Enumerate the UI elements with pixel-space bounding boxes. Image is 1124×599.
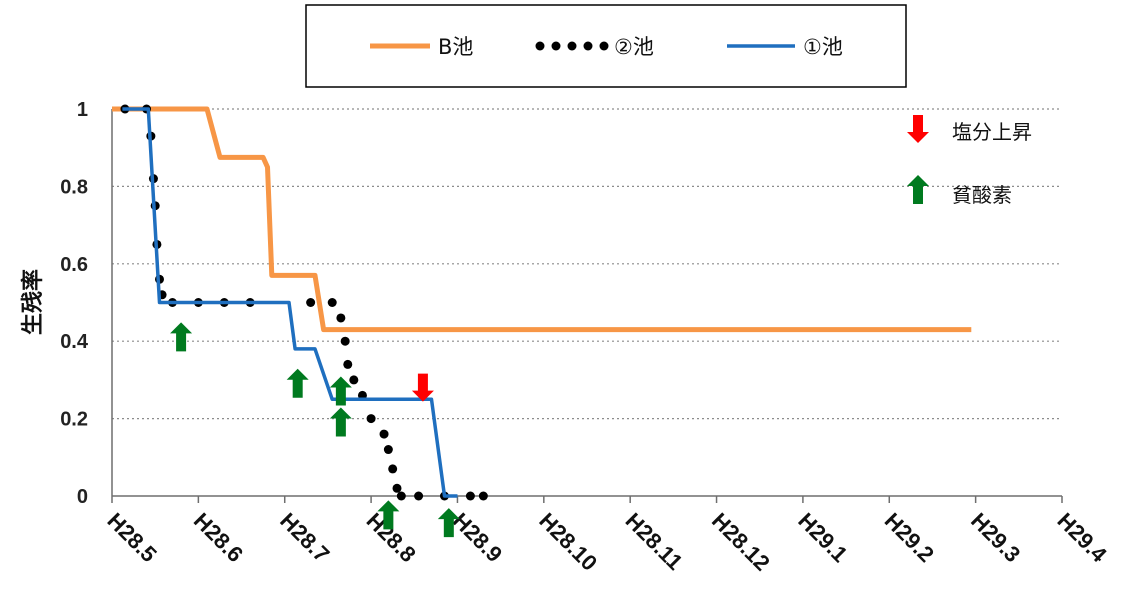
salinity-rise-legend-icon: [907, 115, 929, 143]
series-point-pond2: [383, 445, 393, 455]
legend-label: ②池: [614, 35, 654, 59]
low-oxygen-legend-icon: [907, 175, 929, 204]
x-tick-label: H28.5: [102, 508, 161, 567]
x-tick-label: H28.6: [189, 508, 248, 567]
y-tick-label: 0.4: [60, 331, 89, 353]
salinity-rise-arrow-icon: [411, 373, 434, 402]
series-point-pond2: [349, 375, 359, 385]
x-tick-label: H28.12: [707, 508, 775, 576]
y-tick-label: 0.6: [60, 254, 88, 276]
legend-swatch-dot: [599, 41, 609, 51]
series-point-pond2: [465, 491, 475, 501]
x-tick-label: H29.1: [793, 508, 852, 567]
low-oxygen-arrow-icon: [437, 508, 460, 538]
legend-swatch-dot: [583, 41, 593, 51]
x-tick-label: H29.4: [1052, 508, 1112, 568]
y-axis-label: 生残率: [20, 269, 46, 335]
series-point-pond2: [327, 298, 337, 307]
y-tick-labels: 0 0.2 0.4 0.6 0.8 1: [60, 99, 89, 508]
data-series: [112, 104, 972, 501]
series-point-pond2: [388, 464, 398, 474]
low-oxygen-arrow-icon: [286, 368, 309, 398]
series-line-pond-b: [112, 106, 972, 333]
series-point-pond2: [396, 491, 406, 501]
legend-swatch-dot: [535, 41, 545, 51]
series-point-pond2: [392, 483, 402, 493]
x-tick-label: H29.2: [880, 508, 939, 567]
series-point-pond2: [336, 313, 346, 323]
salinity-rise-legend-label: 塩分上昇: [952, 120, 1032, 144]
y-tick-label: 0: [77, 486, 88, 508]
series-point-pond2: [343, 359, 353, 369]
x-tick-label: H28.10: [534, 508, 602, 576]
x-tick-label: H28.11: [621, 508, 688, 575]
gridlines: [112, 108, 1062, 420]
legend-swatch-dot: [567, 41, 577, 51]
series-point-pond2: [366, 414, 376, 424]
series-point-pond2: [379, 429, 389, 439]
low-oxygen-legend-label: 貧酸素: [952, 183, 1012, 207]
series-point-pond2: [414, 491, 424, 501]
legend-label: B池: [438, 35, 473, 59]
low-oxygen-arrow-icon: [329, 376, 352, 406]
series-point-pond2: [478, 491, 488, 501]
series-point-pond2: [340, 336, 350, 346]
low-oxygen-arrow-icon: [377, 500, 400, 530]
axes: [111, 109, 1063, 503]
y-tick-label: 0.2: [60, 409, 88, 431]
x-tick-labels: H28.5 H28.6 H28.7 H28.8 H28.9 H28.10 H28.11 H28…: [102, 508, 1112, 576]
x-tick-label: H29.3: [966, 508, 1025, 567]
legend: B池 ②池 ①池: [305, 4, 907, 88]
legend-label: ①池: [803, 35, 843, 59]
low-oxygen-arrow-icon: [329, 407, 352, 437]
low-oxygen-arrow-icon: [170, 322, 193, 352]
y-tick-label: 1: [77, 99, 88, 121]
x-tick-label: H28.7: [275, 508, 334, 567]
y-tick-label: 0.8: [60, 176, 88, 198]
legend-swatch-dot: [551, 41, 561, 51]
event-arrows: [170, 322, 460, 538]
series-line-pond1: [122, 107, 458, 498]
series-point-pond2: [306, 298, 316, 307]
